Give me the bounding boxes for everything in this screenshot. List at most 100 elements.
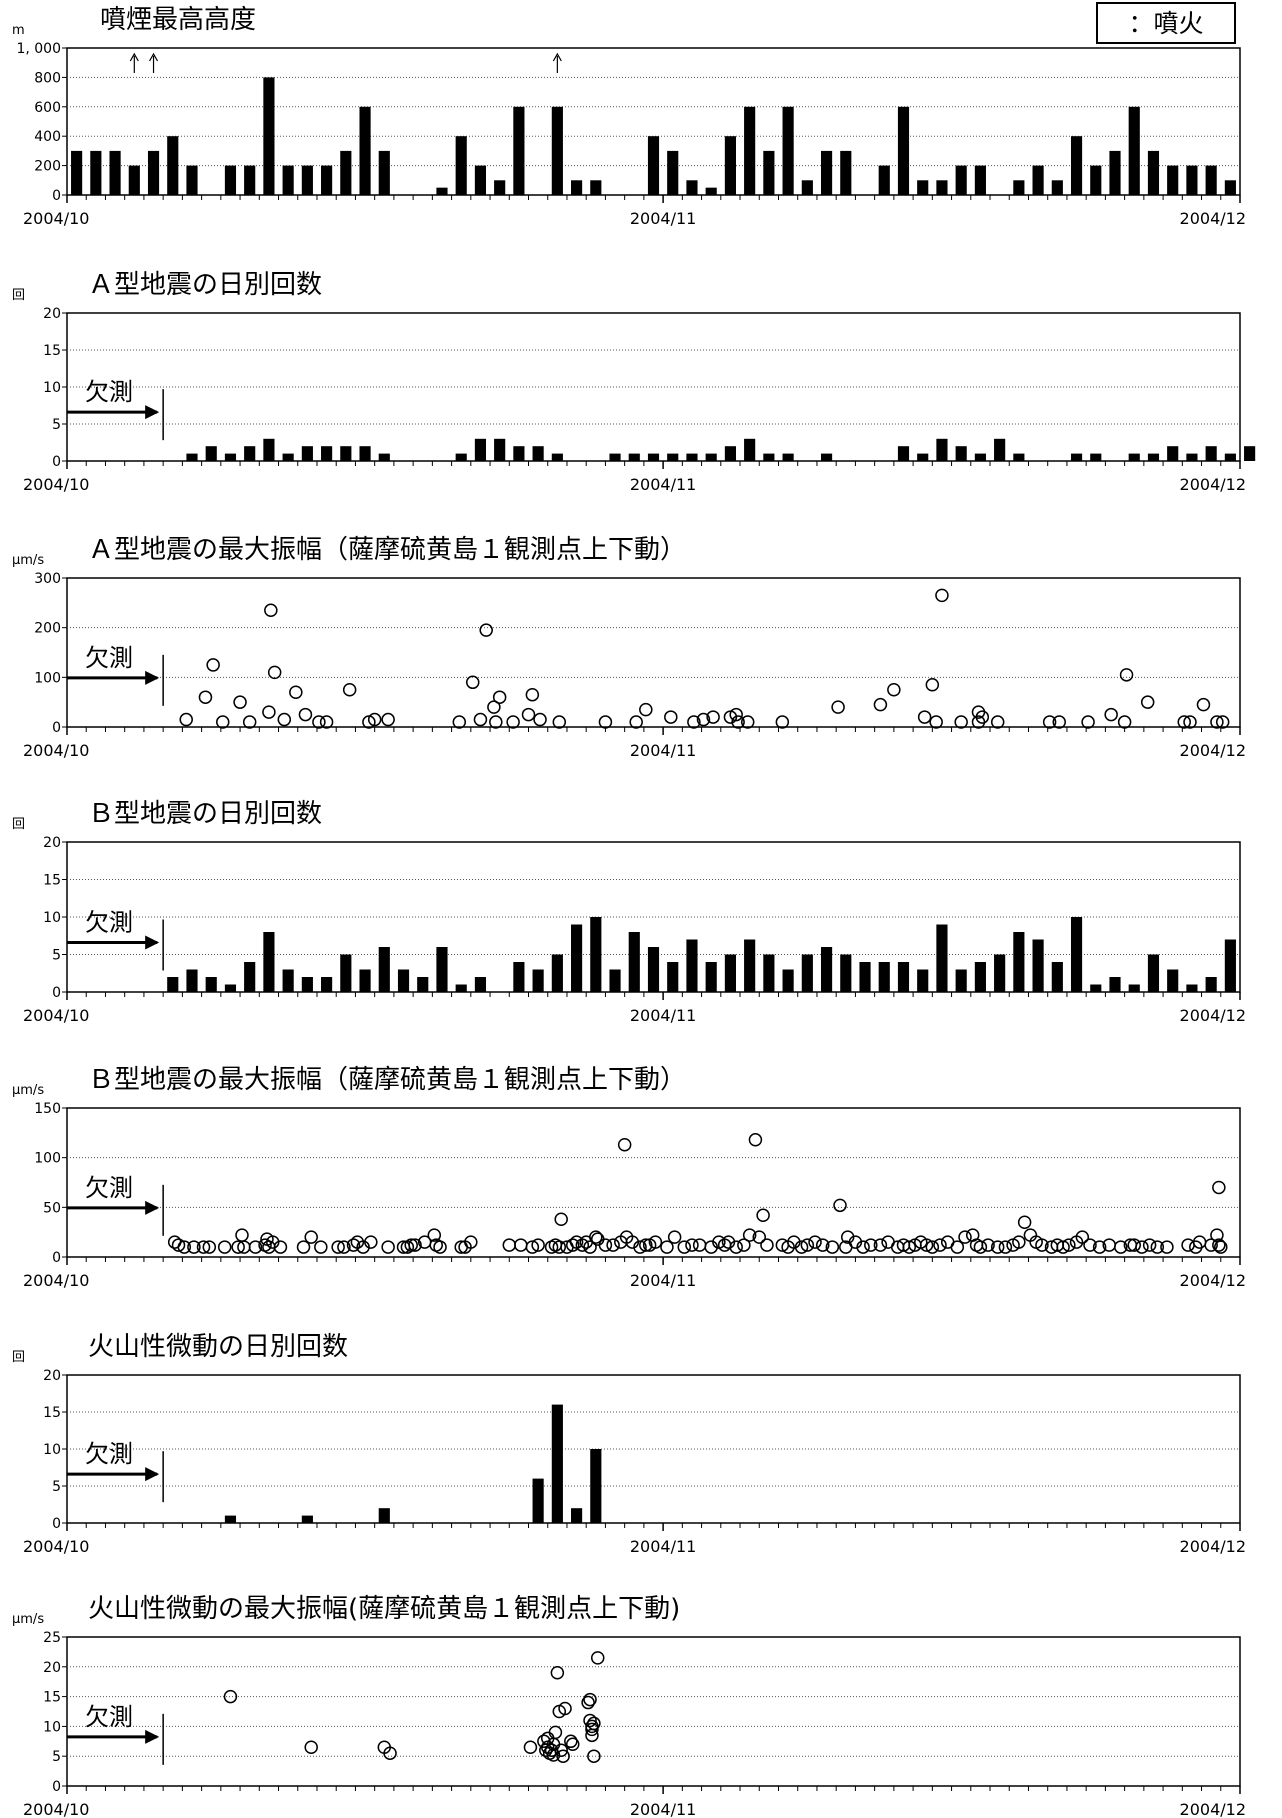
bar bbox=[244, 446, 256, 461]
bar bbox=[820, 150, 833, 195]
data-point bbox=[198, 690, 213, 704]
x-tick-label: 2004/11 bbox=[630, 1800, 696, 1818]
bar bbox=[205, 977, 217, 992]
data-point bbox=[990, 715, 1005, 729]
bar bbox=[551, 106, 563, 195]
y-tick-label: 10 bbox=[43, 380, 61, 396]
data-point bbox=[756, 1208, 770, 1223]
x-tick-label: 2004/12 bbox=[1180, 475, 1246, 494]
data-point bbox=[1075, 1230, 1090, 1244]
data-point bbox=[558, 1701, 572, 1716]
bar bbox=[513, 962, 525, 992]
data-point bbox=[740, 715, 755, 729]
data-point bbox=[1017, 1215, 1032, 1229]
bar bbox=[224, 984, 237, 992]
bar bbox=[571, 1508, 583, 1523]
bar bbox=[571, 924, 583, 992]
bar bbox=[359, 106, 371, 195]
bar bbox=[1167, 446, 1179, 461]
data-point bbox=[408, 1238, 422, 1252]
x-tick-label: 2004/10 bbox=[23, 209, 89, 228]
data-point bbox=[223, 1689, 238, 1704]
bar bbox=[263, 438, 275, 461]
data-point bbox=[590, 1651, 605, 1665]
data-point bbox=[856, 1240, 870, 1254]
eruption-arrowhead bbox=[552, 52, 562, 62]
bar bbox=[205, 446, 217, 461]
missing-data-label: 欠測 bbox=[85, 1174, 133, 1202]
data-point bbox=[331, 1240, 345, 1254]
missing-data-arrowhead bbox=[145, 1200, 160, 1215]
data-point bbox=[950, 1240, 965, 1254]
bar bbox=[321, 977, 333, 992]
y-tick-label: 5 bbox=[52, 1479, 61, 1495]
bar bbox=[1051, 180, 1063, 195]
bar bbox=[955, 446, 967, 461]
bar bbox=[455, 136, 467, 195]
chart-6 bbox=[62, 1374, 1241, 1531]
data-point bbox=[552, 1240, 567, 1254]
x-tick-label: 2004/12 bbox=[1180, 1271, 1246, 1290]
data-point bbox=[242, 715, 257, 729]
data-point bbox=[548, 1725, 563, 1740]
bar bbox=[224, 1515, 237, 1523]
data-point bbox=[925, 1240, 940, 1254]
bar bbox=[974, 962, 986, 992]
data-point bbox=[1117, 715, 1132, 729]
data-point bbox=[794, 1240, 809, 1254]
missing-data-label: 欠測 bbox=[85, 644, 133, 672]
y-tick-label: 10 bbox=[43, 1442, 61, 1458]
x-tick-label: 2004/11 bbox=[630, 209, 696, 228]
bar bbox=[1090, 165, 1102, 195]
data-point bbox=[723, 710, 738, 724]
y-tick-label: 0 bbox=[52, 1516, 61, 1532]
bar bbox=[397, 969, 410, 992]
bar bbox=[647, 947, 660, 992]
chart-title: Ａ型地震の最大振幅（薩摩硫黄島１観測点上下動） bbox=[88, 535, 686, 565]
bar bbox=[359, 969, 371, 992]
data-point bbox=[433, 1240, 447, 1254]
data-point bbox=[800, 1238, 815, 1252]
y-tick-label: 15 bbox=[43, 873, 61, 889]
bar bbox=[513, 106, 525, 195]
data-point bbox=[1119, 668, 1134, 682]
x-tick-label: 2004/12 bbox=[1180, 1006, 1246, 1025]
bar bbox=[321, 165, 333, 195]
data-point bbox=[598, 715, 613, 729]
data-point bbox=[998, 1240, 1013, 1254]
data-point bbox=[833, 1198, 847, 1213]
data-point bbox=[179, 712, 193, 727]
bar bbox=[474, 165, 487, 195]
bar bbox=[71, 150, 83, 195]
bar bbox=[1224, 453, 1236, 461]
data-point bbox=[929, 715, 943, 729]
bar bbox=[301, 165, 313, 195]
data-point bbox=[606, 1238, 620, 1252]
data-point bbox=[525, 687, 540, 702]
data-point bbox=[664, 710, 678, 724]
data-point bbox=[489, 715, 503, 729]
x-tick-label: 2004/11 bbox=[630, 1537, 696, 1556]
data-point bbox=[464, 1235, 478, 1249]
bar bbox=[974, 453, 986, 461]
y-tick-label: 50 bbox=[43, 1200, 61, 1216]
bar bbox=[801, 180, 813, 195]
data-point bbox=[687, 715, 701, 729]
x-tick-label: 2004/10 bbox=[23, 1800, 89, 1818]
data-point bbox=[919, 1238, 934, 1252]
bar bbox=[1186, 984, 1198, 992]
data-point bbox=[706, 710, 720, 724]
bar bbox=[282, 969, 294, 992]
bar bbox=[282, 165, 294, 195]
data-point bbox=[935, 588, 949, 603]
bar bbox=[782, 106, 794, 195]
data-point bbox=[864, 1238, 878, 1252]
data-point bbox=[266, 1235, 280, 1249]
bar bbox=[705, 453, 717, 461]
bar bbox=[667, 453, 679, 461]
data-point bbox=[273, 1240, 288, 1254]
missing-data-arrowhead bbox=[145, 405, 160, 420]
bar bbox=[263, 77, 275, 195]
x-tick-label: 2004/10 bbox=[23, 741, 89, 760]
data-point bbox=[1062, 1238, 1076, 1252]
